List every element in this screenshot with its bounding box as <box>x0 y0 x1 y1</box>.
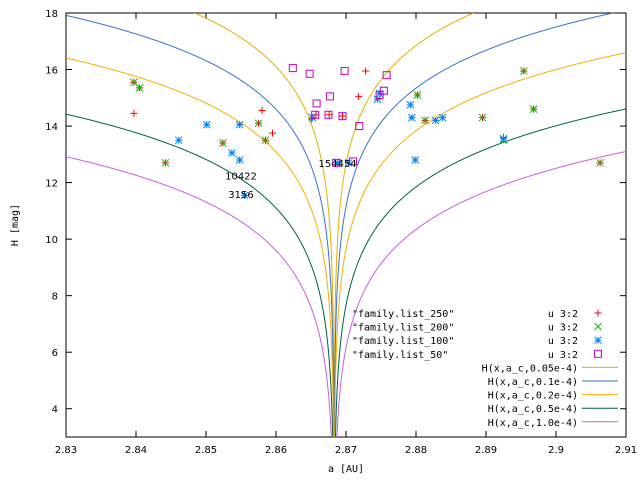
series-0-point <box>130 109 138 117</box>
curve-3 <box>66 108 626 437</box>
y-tick-label: 10 <box>45 235 58 246</box>
series-2-point <box>375 89 384 98</box>
legend-series-label: "family.list_200" <box>352 323 454 334</box>
series-0-point <box>269 129 276 137</box>
series-3-point <box>375 90 384 99</box>
x-tick-label: 2.89 <box>475 445 497 456</box>
y-tick-label: 4 <box>52 405 58 416</box>
legend-marker <box>594 349 602 358</box>
x-tick-label: 2.84 <box>125 445 147 456</box>
series-3-point <box>311 110 320 119</box>
series-1-point <box>421 116 429 125</box>
y-tick-label: 6 <box>52 348 58 359</box>
series-0-point <box>258 107 266 115</box>
legend-marker <box>594 322 602 331</box>
legend-curve-label: H(x,a_c,0.05e-4) <box>482 363 578 374</box>
y-tick-label: 8 <box>52 292 58 303</box>
x-tick-label: 2.91 <box>615 445 637 456</box>
series-3-point <box>324 110 333 119</box>
series-3-point <box>325 92 334 101</box>
legend-marker <box>594 309 602 317</box>
x-tick-label: 2.9 <box>548 445 564 456</box>
series-2-point <box>174 136 183 145</box>
series-2-point <box>407 113 416 122</box>
series-1-point <box>218 139 227 147</box>
series-2-point <box>411 156 420 164</box>
y-axis-label: H [mag] <box>10 204 21 246</box>
point-annotation: 3156 <box>228 190 253 201</box>
legend-series-label: "family.list_50" <box>352 350 448 361</box>
series-2-point <box>406 101 415 109</box>
curve-2 <box>66 52 626 437</box>
legend-curve-label: H(x,a_c,0.5e-4) <box>488 404 578 415</box>
legend-style-label: u 3:2 <box>548 323 578 334</box>
series-1-point <box>261 136 270 145</box>
curve-1 <box>66 13 616 437</box>
y-tick-label: 12 <box>45 179 58 190</box>
y-tick-label: 14 <box>45 122 58 133</box>
point-annotation: 10422 <box>225 172 257 183</box>
series-2-point <box>235 156 244 164</box>
curve-4 <box>66 151 626 437</box>
series-0-point <box>355 92 363 100</box>
series-2-point <box>438 113 447 122</box>
series-3-point <box>312 99 321 108</box>
series-3-point <box>332 158 341 167</box>
y-tick-label: 18 <box>45 9 58 20</box>
series-3-point <box>340 66 349 75</box>
series-1-point <box>478 113 487 122</box>
series-0-point <box>339 112 346 120</box>
legend-style-label: u 3:2 <box>548 309 578 320</box>
legend-style-label: u 3:2 <box>548 336 578 347</box>
y-tick-label: 16 <box>45 66 58 77</box>
series-0-point <box>362 67 370 75</box>
series-1-point <box>413 91 422 99</box>
series-1-point <box>135 84 144 92</box>
point-annotation: 154454 <box>319 159 357 170</box>
series-2-point <box>344 158 353 167</box>
legend-series-label: "family.list_250" <box>352 309 454 320</box>
series-1-point <box>519 67 528 75</box>
legend-series-label: "family.list_100" <box>352 336 454 347</box>
series-2-point <box>499 134 508 143</box>
series-1-point <box>161 158 170 167</box>
series-2-point <box>333 158 342 167</box>
series-3-point <box>382 71 391 80</box>
series-3-point <box>338 112 347 121</box>
series-2-point <box>228 149 236 157</box>
series-1-point <box>596 158 604 167</box>
x-tick-label: 2.87 <box>335 445 357 456</box>
series-2-point <box>308 113 317 122</box>
x-axis-label: a [AU] <box>328 464 364 475</box>
series-1-point <box>529 105 538 113</box>
series-1-point <box>254 119 263 128</box>
legend-curve-label: H(x,a_c,1.0e-4) <box>488 418 578 429</box>
legend-curve-label: H(x,a_c,0.1e-4) <box>488 377 578 388</box>
series-2-point <box>240 191 249 200</box>
x-tick-label: 2.88 <box>405 445 427 456</box>
series-2-point <box>373 95 382 104</box>
series-2-point <box>431 116 440 125</box>
legend-curve-label: H(x,a_c,0.2e-4) <box>488 391 578 402</box>
series-3-point <box>355 122 364 131</box>
series-3-point <box>349 157 357 166</box>
series-3-point <box>305 69 314 78</box>
x-tick-label: 2.85 <box>195 445 217 456</box>
legend-marker <box>594 336 602 345</box>
series-3-point <box>288 64 297 73</box>
series-2-point <box>202 120 211 129</box>
series-3-point <box>379 86 388 95</box>
x-tick-label: 2.83 <box>55 445 77 456</box>
series-2-point <box>235 120 244 129</box>
x-tick-label: 2.86 <box>265 445 287 456</box>
legend-style-label: u 3:2 <box>548 350 578 361</box>
